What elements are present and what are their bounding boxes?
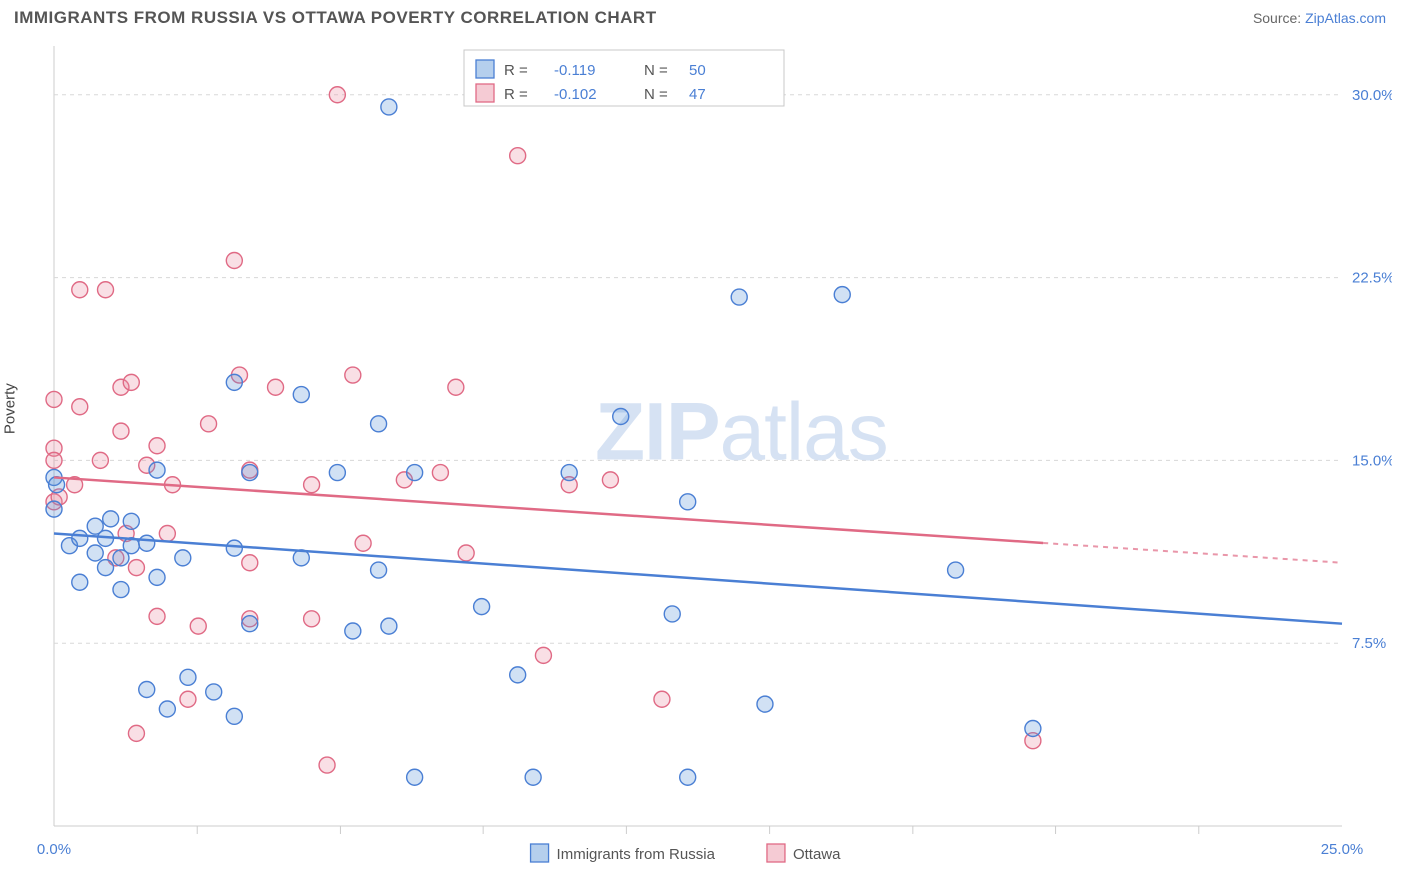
- svg-text:0.0%: 0.0%: [37, 841, 71, 858]
- source-prefix: Source:: [1253, 10, 1305, 26]
- svg-text:15.0%: 15.0%: [1352, 452, 1392, 469]
- svg-text:30.0%: 30.0%: [1352, 87, 1392, 104]
- svg-text:-0.119: -0.119: [554, 62, 595, 79]
- svg-text:Ottawa: Ottawa: [793, 846, 841, 863]
- svg-text:Immigrants from Russia: Immigrants from Russia: [557, 846, 716, 863]
- svg-text:-0.102: -0.102: [554, 86, 597, 103]
- svg-text:R =: R =: [504, 62, 528, 79]
- svg-text:N =: N =: [644, 62, 668, 79]
- chart-title: IMMIGRANTS FROM RUSSIA VS OTTAWA POVERTY…: [14, 8, 657, 28]
- y-axis-label: Poverty: [2, 383, 19, 434]
- source-credit: Source: ZipAtlas.com: [1253, 10, 1386, 26]
- svg-text:7.5%: 7.5%: [1352, 635, 1386, 652]
- svg-text:25.0%: 25.0%: [1321, 841, 1364, 858]
- svg-text:ZIPatlas: ZIPatlas: [595, 386, 888, 477]
- svg-text:50: 50: [689, 62, 706, 79]
- svg-text:47: 47: [689, 86, 706, 103]
- svg-text:22.5%: 22.5%: [1352, 270, 1392, 287]
- correlation-scatter-chart: 7.5% 15.0% 22.5% 30.0% 0.0% 25.0% ZIPatlas R = -…: [14, 36, 1392, 866]
- svg-text:R =: R =: [504, 86, 528, 103]
- svg-text:N =: N =: [644, 86, 668, 103]
- source-link[interactable]: ZipAtlas.com: [1305, 10, 1386, 26]
